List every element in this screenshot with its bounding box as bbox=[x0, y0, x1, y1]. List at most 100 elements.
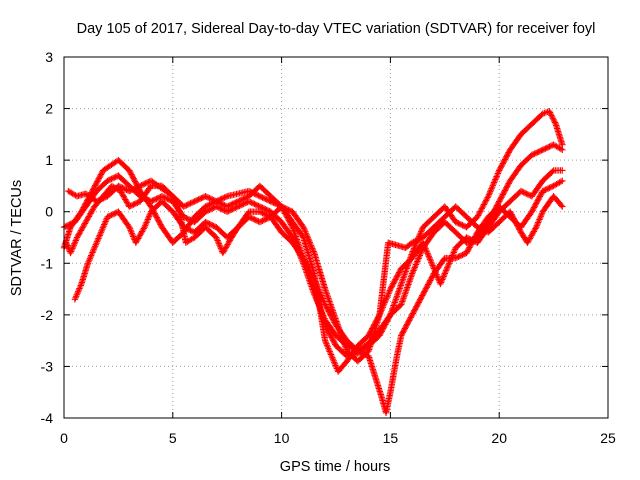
data-point bbox=[161, 194, 168, 201]
data-point bbox=[121, 194, 128, 202]
data-point bbox=[251, 200, 258, 208]
data-point bbox=[126, 168, 134, 176]
data-point bbox=[138, 182, 145, 189]
data-point bbox=[264, 196, 272, 204]
data-point bbox=[381, 299, 388, 306]
data-point bbox=[220, 248, 227, 255]
data-point bbox=[513, 220, 520, 228]
data-point bbox=[252, 201, 259, 208]
data-point bbox=[515, 225, 522, 232]
data-point bbox=[76, 285, 83, 292]
data-point bbox=[70, 242, 77, 249]
data-point bbox=[444, 264, 451, 271]
data-point bbox=[531, 226, 538, 234]
data-point bbox=[300, 254, 307, 262]
data-point bbox=[463, 249, 470, 257]
data-point bbox=[516, 226, 523, 233]
data-point bbox=[511, 216, 518, 224]
data-point bbox=[73, 234, 81, 241]
data-point bbox=[389, 281, 396, 289]
data-point bbox=[302, 230, 310, 237]
data-point bbox=[512, 219, 520, 226]
data-point bbox=[89, 206, 97, 213]
data-point bbox=[74, 289, 81, 297]
data-point bbox=[183, 202, 190, 209]
data-point bbox=[100, 222, 107, 230]
data-point bbox=[505, 149, 512, 156]
data-point bbox=[410, 265, 418, 273]
data-point bbox=[494, 171, 501, 179]
data-point bbox=[93, 179, 100, 187]
data-point bbox=[425, 280, 433, 287]
data-point bbox=[558, 202, 565, 209]
data-point bbox=[451, 247, 458, 255]
data-point bbox=[141, 180, 148, 188]
data-point bbox=[429, 262, 436, 269]
data-point bbox=[95, 235, 102, 242]
data-point bbox=[327, 349, 334, 357]
data-point bbox=[393, 274, 400, 282]
data-point bbox=[476, 225, 484, 232]
data-point bbox=[531, 203, 538, 210]
data-point bbox=[421, 242, 428, 249]
x-tick-label: 20 bbox=[491, 430, 507, 446]
data-point bbox=[385, 290, 392, 297]
data-point bbox=[304, 233, 311, 240]
data-point bbox=[524, 239, 531, 246]
data-point bbox=[249, 200, 257, 207]
data-point bbox=[126, 225, 134, 232]
data-point bbox=[153, 195, 160, 203]
data-point bbox=[237, 196, 244, 204]
data-point bbox=[396, 267, 404, 275]
y-tick-label: -3 bbox=[41, 358, 54, 374]
data-point bbox=[382, 298, 389, 305]
data-point bbox=[118, 190, 126, 198]
data-point bbox=[71, 296, 79, 303]
data-point bbox=[496, 165, 504, 173]
data-point bbox=[190, 198, 197, 206]
data-point bbox=[238, 196, 246, 203]
data-point bbox=[403, 321, 411, 328]
data-point bbox=[80, 223, 87, 230]
data-point bbox=[538, 190, 545, 198]
data-point bbox=[204, 220, 212, 227]
data-point bbox=[474, 213, 481, 221]
data-point bbox=[149, 197, 156, 204]
data-point bbox=[485, 191, 493, 198]
data-point bbox=[408, 239, 416, 246]
data-point bbox=[422, 245, 429, 252]
data-point bbox=[156, 194, 163, 201]
data-point bbox=[101, 219, 109, 227]
data-point bbox=[415, 255, 422, 262]
data-point bbox=[145, 213, 153, 220]
data-point bbox=[439, 274, 447, 282]
data-point bbox=[210, 222, 217, 230]
data-point bbox=[323, 340, 330, 347]
data-point bbox=[84, 214, 92, 222]
data-point bbox=[72, 237, 79, 244]
data-point bbox=[306, 239, 313, 246]
data-point bbox=[198, 194, 205, 202]
data-point bbox=[414, 300, 422, 308]
data-point bbox=[141, 222, 149, 229]
data-point bbox=[549, 115, 557, 122]
data-point bbox=[264, 214, 272, 222]
data-point bbox=[533, 198, 541, 206]
data-point bbox=[466, 235, 473, 242]
data-point bbox=[130, 175, 137, 182]
data-point bbox=[135, 233, 143, 241]
data-point bbox=[502, 185, 509, 193]
data-point bbox=[75, 286, 82, 294]
data-point bbox=[427, 257, 434, 265]
data-point bbox=[281, 204, 288, 212]
data-point bbox=[96, 196, 103, 204]
data-point bbox=[474, 223, 481, 231]
data-point bbox=[495, 168, 502, 176]
data-point bbox=[492, 176, 499, 183]
data-point bbox=[325, 345, 332, 352]
data-point bbox=[88, 252, 95, 259]
data-point bbox=[466, 242, 474, 250]
data-point bbox=[69, 243, 77, 250]
data-point bbox=[420, 289, 427, 297]
data-point bbox=[414, 236, 421, 244]
